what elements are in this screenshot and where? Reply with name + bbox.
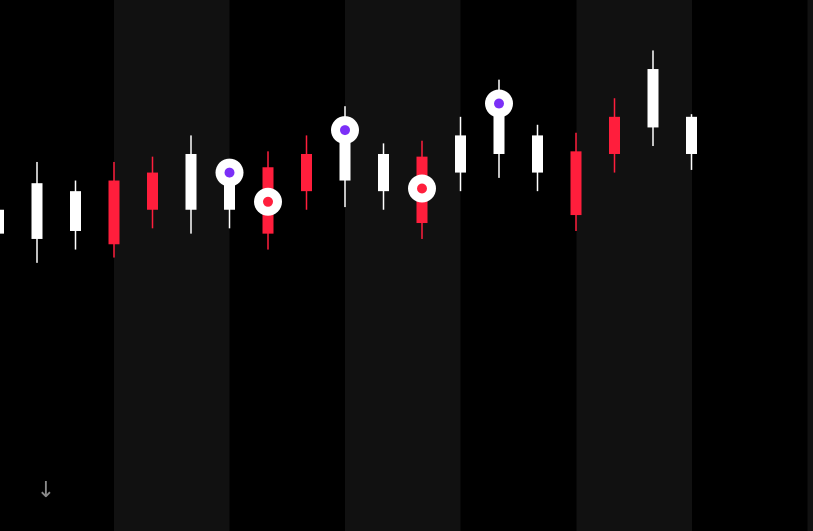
candle-body [647, 69, 659, 128]
background-band [807, 0, 813, 531]
candle-body [0, 209, 4, 234]
bullish-candle [185, 135, 197, 234]
candle-body [686, 116, 697, 154]
candle-body [455, 135, 466, 173]
candle-body [378, 153, 389, 192]
bullish-candle [455, 116, 466, 192]
bullish-candle [686, 114, 697, 170]
candle-body [609, 116, 620, 154]
signal-marker-purple [215, 158, 244, 187]
bearish-candle [570, 132, 582, 231]
bearish-candle [609, 98, 620, 173]
candle-body [493, 98, 505, 154]
candle-body [339, 127, 351, 181]
signal-marker-purple [331, 116, 359, 145]
candle-body [532, 135, 543, 173]
markers-layer [215, 89, 513, 216]
bullish-candle [647, 50, 659, 147]
marker-dot [340, 125, 350, 136]
background-band [345, 0, 461, 531]
bullish-candle [378, 143, 389, 210]
candle-body [31, 183, 43, 239]
bearish-candle [301, 135, 312, 210]
candle-body [301, 153, 312, 192]
candle-body [570, 151, 582, 216]
background-band [576, 0, 692, 531]
bullish-candle [532, 124, 543, 192]
bullish-candle [0, 209, 4, 234]
bearish-candle [147, 156, 158, 229]
bullish-candle [70, 180, 81, 250]
background-band [114, 0, 230, 531]
candle-body [108, 180, 120, 245]
signal-marker-red [254, 187, 282, 216]
signal-marker-purple [485, 89, 513, 118]
marker-dot [224, 167, 235, 178]
candle-body [185, 153, 197, 210]
marker-dot [417, 183, 427, 194]
bullish-candle [31, 161, 43, 263]
candle-body [147, 172, 158, 210]
signal-marker-red [408, 174, 436, 203]
marker-dot [263, 196, 273, 207]
scroll-down-button[interactable]: ↓ [33, 476, 59, 506]
arrow-down-icon: ↓ [36, 478, 56, 503]
background-bands [114, 0, 813, 531]
candle-body [70, 191, 81, 231]
bearish-candle [108, 161, 120, 258]
candle-body [224, 169, 235, 210]
marker-dot [494, 98, 504, 109]
